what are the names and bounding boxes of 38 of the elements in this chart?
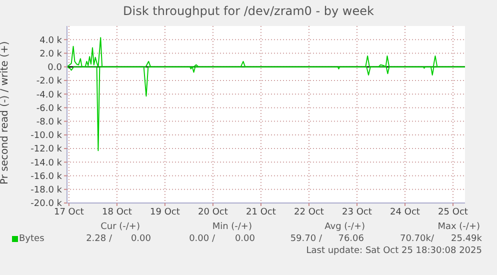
text: 59.70 / (289, 234, 322, 244)
text: 70.70k/ (398, 234, 434, 244)
y-tick-label: -4.0 k (36, 90, 63, 100)
x-tick-label: 25 Oct (438, 207, 468, 218)
chart-title: Disk throughput for /dev/zram0 - by week (122, 4, 375, 18)
legend-label: Bytes (19, 234, 44, 244)
text: 0.00 / (188, 234, 215, 244)
y-tick-label: -10.0 k (30, 131, 63, 142)
text: Max (-/+) (436, 222, 480, 232)
text: 0.00 (234, 234, 255, 244)
y-tick-label: -8.0 k (36, 118, 63, 128)
text: 0.00 (130, 234, 151, 244)
x-tick-label: 20 Oct (198, 207, 228, 218)
text: Min (-/+) (211, 222, 252, 232)
x-tick-label: 22 Oct (294, 207, 324, 218)
y-tick-label: -14.0 k (30, 158, 63, 168)
y-tick-label: -18.0 k (30, 186, 63, 196)
text: Avg (-/+) (324, 222, 365, 232)
text: Cur (-/+) (100, 222, 140, 232)
y-tick-label: 0.0 (48, 63, 62, 74)
y-tick-label: -6.0 k (36, 104, 63, 114)
text: Last update: Sat Oct 25 18:30:08 2025 (306, 246, 482, 256)
text: 2.28 / (85, 234, 112, 244)
x-tick-label: 18 Oct (102, 207, 132, 218)
y-tick-label: -12.0 k (30, 144, 63, 155)
x-tick-label: 24 Oct (390, 207, 420, 218)
x-tick-label: 21 Oct (246, 207, 276, 218)
y-tick-label: -20.0 k (30, 199, 63, 210)
x-tick-label: 19 Oct (150, 207, 180, 218)
text: 25.49k (450, 234, 482, 244)
y-tick-label: 2.0 k (40, 49, 63, 60)
x-tick-label: 23 Oct (342, 207, 372, 218)
y-tick-label: -2.0 k (36, 76, 63, 87)
y-tick-label: 4.0 k (40, 36, 63, 46)
text: 76.06 (337, 234, 364, 244)
y-axis-title: Pr second read (-) / write (+) (0, 41, 11, 184)
y-tick-label: -16.0 k (30, 172, 63, 182)
x-tick-label: 17 Oct (54, 207, 84, 218)
